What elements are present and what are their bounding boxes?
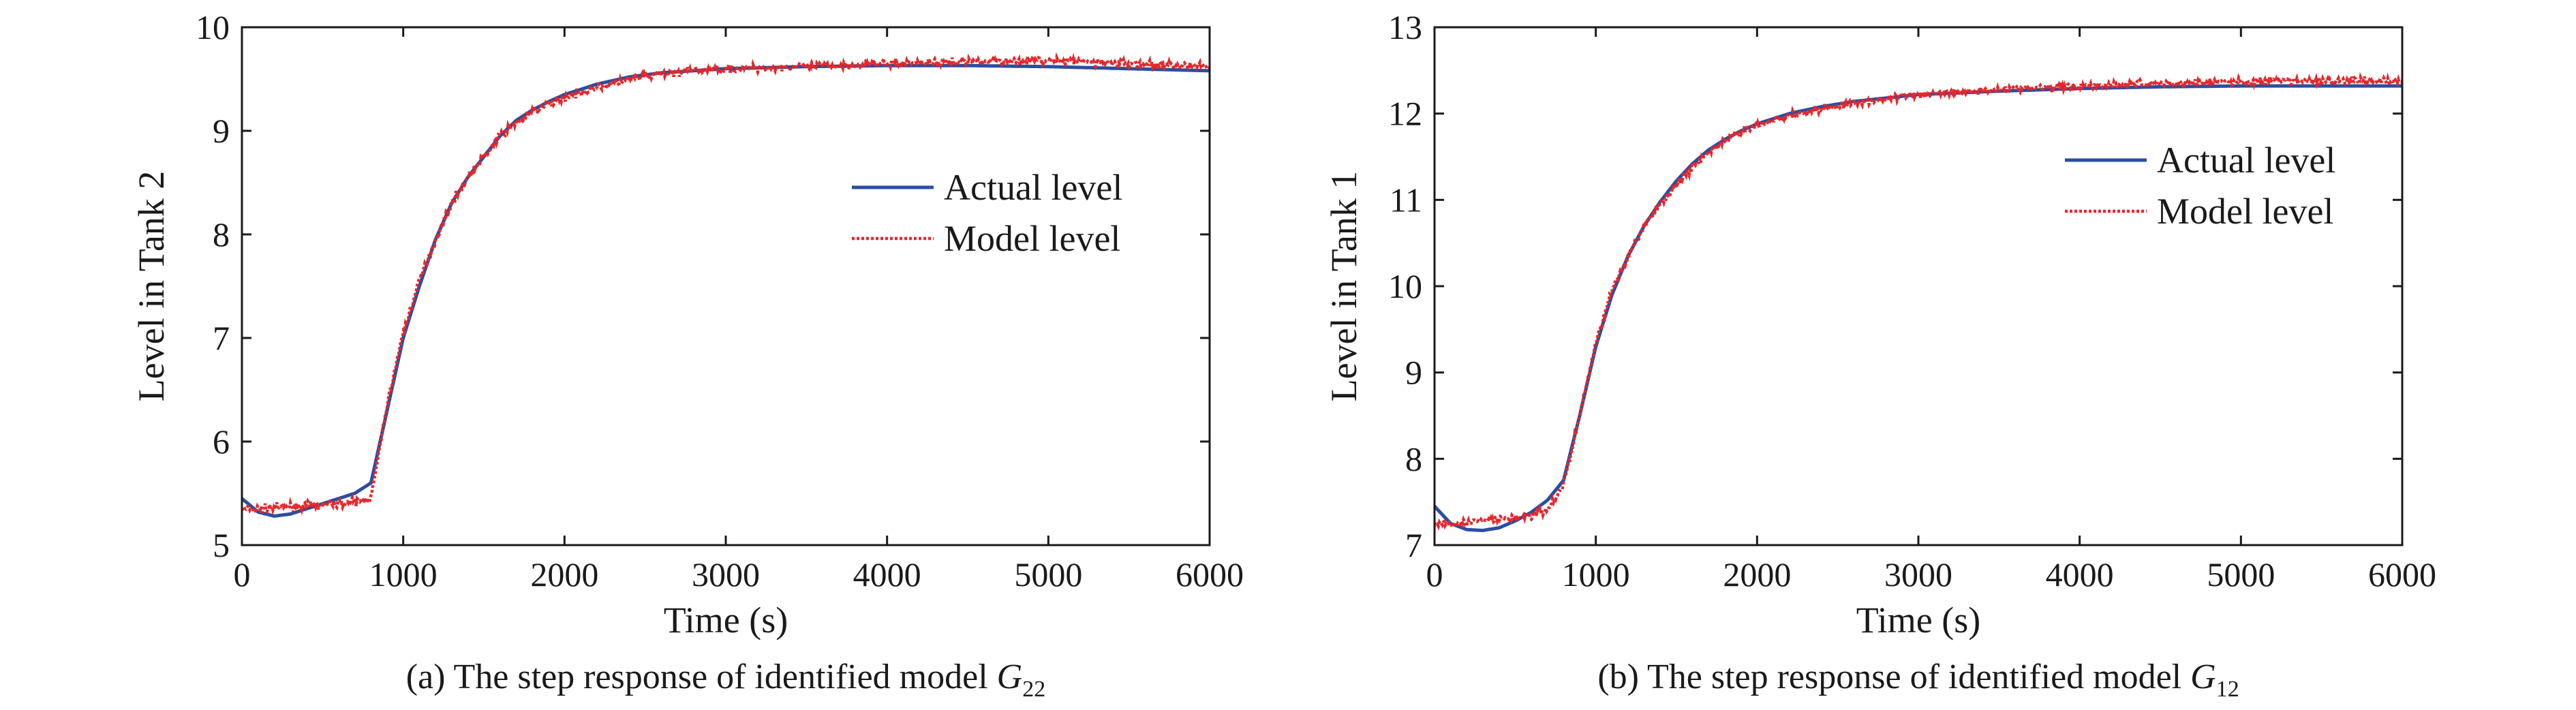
y-tick-label: 9 bbox=[213, 112, 230, 150]
legend-entry-actual-level: Actual level bbox=[2157, 140, 2335, 181]
series-line-model-level bbox=[242, 50, 1210, 516]
caption-subscript: 12 bbox=[2216, 677, 2239, 702]
x-tick-label: 3000 bbox=[1884, 555, 1952, 593]
panel-a: 0 1000 2000 3000 4000 5000 6000 5 6 7 8 9 10 Time (s)… bbox=[131, 8, 1244, 702]
plot-frame bbox=[1433, 26, 2404, 546]
panel-caption: (a) The step response of identified mode… bbox=[406, 658, 1045, 702]
y-tick-label: 10 bbox=[1388, 267, 1422, 305]
y-tick-label: 8 bbox=[213, 215, 230, 253]
x-axis-label: Time (s) bbox=[664, 600, 788, 640]
y-axis-label: Level in Tank 1 bbox=[1323, 171, 1364, 402]
x-tick-label: 1000 bbox=[369, 555, 438, 593]
x-tick-label: 5000 bbox=[1014, 555, 1082, 593]
caption-symbol: G bbox=[997, 658, 1023, 696]
y-tick-label: 11 bbox=[1390, 181, 1422, 219]
panel-b: 0 1000 2000 3000 4000 5000 6000 7 8 9 10 11 12 13 Time… bbox=[1323, 8, 2436, 702]
legend-entry-actual-level: Actual level bbox=[944, 167, 1122, 208]
x-tick-label: 5000 bbox=[2207, 555, 2275, 593]
caption-text: (b) The step response of identified mode… bbox=[1597, 658, 2190, 696]
caption-subscript: 22 bbox=[1022, 677, 1045, 702]
y-tick-label: 6 bbox=[213, 422, 230, 461]
legend-entry-model-level: Model level bbox=[2157, 191, 2333, 232]
x-tick-label: 2000 bbox=[1723, 555, 1791, 593]
y-axis-label: Level in Tank 2 bbox=[131, 171, 172, 402]
x-tick-label: 6000 bbox=[2368, 555, 2436, 593]
series-line-model-level bbox=[1435, 72, 2402, 531]
series-line-actual-level bbox=[242, 63, 1210, 518]
x-tick-label: 0 bbox=[234, 555, 251, 593]
plot-frame bbox=[241, 26, 1211, 546]
x-axis-label: Time (s) bbox=[1856, 600, 1981, 640]
legend-entry-model-level: Model level bbox=[944, 218, 1120, 259]
x-tick-label: 3000 bbox=[692, 555, 760, 593]
y-tick-label: 5 bbox=[213, 526, 230, 564]
y-tick-label: 7 bbox=[213, 319, 230, 357]
x-tick-label: 6000 bbox=[1176, 555, 1244, 593]
x-tick-label: 0 bbox=[1426, 555, 1443, 593]
x-tick-label: 4000 bbox=[2046, 555, 2114, 593]
y-tick-label: 13 bbox=[1388, 8, 1422, 46]
caption-text: (a) The step response of identified mode… bbox=[406, 658, 997, 696]
y-tick-label: 9 bbox=[1405, 354, 1422, 392]
y-tick-label: 7 bbox=[1405, 526, 1422, 564]
panel-caption: (b) The step response of identified mode… bbox=[1597, 658, 2239, 702]
caption-symbol: G bbox=[2190, 658, 2216, 696]
x-tick-label: 1000 bbox=[1562, 555, 1630, 593]
y-tick-label: 8 bbox=[1405, 439, 1422, 478]
x-tick-label: 2000 bbox=[530, 555, 598, 593]
y-tick-label: 12 bbox=[1388, 95, 1422, 133]
y-tick-label: 10 bbox=[196, 8, 230, 46]
x-tick-label: 4000 bbox=[853, 555, 921, 593]
